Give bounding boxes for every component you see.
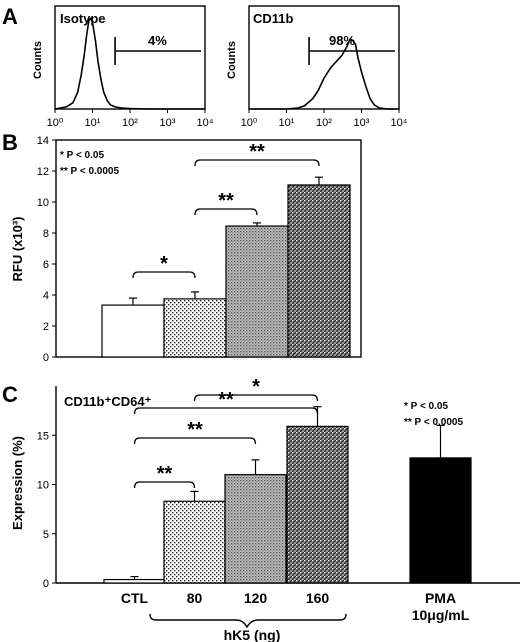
bar-3 xyxy=(286,425,349,584)
significance-label: ** xyxy=(218,190,234,212)
y-tick-label: 12 xyxy=(37,166,49,178)
x-tick-label: 10⁰ xyxy=(47,117,64,129)
significance-bracket xyxy=(132,271,196,279)
y-axis-title: RFU (x10³) xyxy=(10,216,25,281)
significance-bracket xyxy=(193,394,319,402)
legend-entry: ** P < 0.0005 xyxy=(404,417,463,428)
y-tick-label: 0 xyxy=(43,578,49,590)
y-tick-label: 8 xyxy=(43,228,49,240)
x-tick-label: 10³ xyxy=(354,117,370,129)
y-axis-ticks: 0 5 10 15 xyxy=(37,430,56,590)
significance-label: ** xyxy=(187,419,203,441)
group-brace xyxy=(149,613,347,629)
bars xyxy=(101,176,351,358)
x-tick-label: 10⁴ xyxy=(197,117,214,129)
chart-title: CD11b⁺CD64⁺ xyxy=(64,394,152,409)
y-tick-label: 6 xyxy=(43,259,49,271)
significance-bracket xyxy=(194,159,320,167)
x-tick-label: 10¹ xyxy=(85,117,101,129)
y-axis-title: Expression (%) xyxy=(10,436,25,530)
panel-letter-a: A xyxy=(2,4,18,29)
x-tick-label: 10⁴ xyxy=(391,117,408,129)
significance-brackets: ******* xyxy=(133,376,319,489)
x-tick-label: 10⁰ xyxy=(241,117,258,129)
gate-marker xyxy=(308,37,395,65)
x-tick-label: 10² xyxy=(122,117,138,129)
legend-entry: ** P < 0.0005 xyxy=(60,166,119,177)
bar-0 xyxy=(101,304,165,358)
significance-bracket xyxy=(133,481,196,489)
gate-label: 4% xyxy=(148,33,167,48)
significance-label: ** xyxy=(249,141,265,163)
bar-2 xyxy=(224,474,287,584)
histogram-curve xyxy=(54,16,205,110)
histogram-isotype: Isotype 4% Counts 10⁰ 10¹ 10² 10³ 10⁴ xyxy=(32,5,214,129)
y-tick-label: 10 xyxy=(37,480,49,492)
x-tick-labels: 10⁰ 10¹ 10² 10³ 10⁴ xyxy=(241,109,408,129)
panel-letter-c: C xyxy=(2,382,18,407)
significance-brackets: ***** xyxy=(132,141,320,279)
significance-bracket xyxy=(194,208,258,216)
y-axis-title: Counts xyxy=(226,41,238,79)
bar-0 xyxy=(103,578,166,584)
panel-letter-b: B xyxy=(2,130,18,155)
y-tick-label: 2 xyxy=(43,321,49,333)
significance-bracket xyxy=(133,437,257,445)
bar-3 xyxy=(287,184,351,358)
y-axis-title: Counts xyxy=(32,41,44,79)
bar-1 xyxy=(163,298,227,358)
x-tick-label: 10² xyxy=(316,117,332,129)
bar-4 xyxy=(409,457,472,584)
y-tick-label: 10 xyxy=(37,197,49,209)
y-tick-label: 5 xyxy=(43,529,49,541)
significance-label: * xyxy=(252,376,260,398)
x-tick-label: 10³ xyxy=(160,117,176,129)
gate-marker xyxy=(114,37,201,65)
y-axis-ticks: 0 2 4 6 8 10 12 14 xyxy=(37,135,56,364)
bar-2 xyxy=(225,225,289,358)
x-tick-label: 160 xyxy=(306,590,330,606)
y-tick-label: 15 xyxy=(37,430,49,442)
x-tick-label: 120 xyxy=(244,590,268,606)
histogram-curve xyxy=(249,37,399,110)
histogram-cd11b: CD11b 98% Counts 10⁰ 10¹ 10² 10³ 10⁴ xyxy=(226,5,408,129)
significance-label: ** xyxy=(218,389,234,411)
group-label: hK5 (ng) xyxy=(224,627,281,642)
significance-bracket xyxy=(133,407,319,415)
x-tick-labels: 10⁰ 10¹ 10² 10³ 10⁴ xyxy=(47,109,214,129)
x-tick-label: PMA xyxy=(425,590,456,606)
x-tick-label: 80 xyxy=(187,590,203,606)
y-tick-label: 14 xyxy=(37,135,49,147)
significance-label: ** xyxy=(157,463,173,485)
histogram-title: CD11b xyxy=(253,11,294,26)
significance-label: * xyxy=(160,253,168,275)
x-tick-label: CTL xyxy=(121,590,149,606)
gate-label: 98% xyxy=(329,33,355,48)
x-tick-label: 10¹ xyxy=(279,117,295,129)
y-tick-label: 4 xyxy=(43,290,49,302)
legend-entry: * P < 0.05 xyxy=(404,401,448,412)
histogram-title: Isotype xyxy=(60,11,106,26)
bars xyxy=(103,406,472,584)
x-tick-label: 10μg/mL xyxy=(412,607,470,623)
y-tick-label: 0 xyxy=(43,352,49,364)
bar-1 xyxy=(163,500,226,584)
legend-entry: * P < 0.05 xyxy=(60,150,104,161)
